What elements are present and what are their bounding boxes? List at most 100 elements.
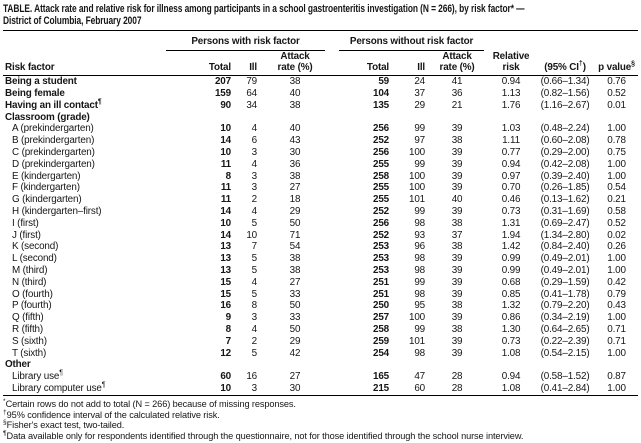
cell-ci: (0.49–2.01) bbox=[540, 265, 590, 277]
cell-p-value: 0.76 bbox=[607, 76, 626, 88]
col-header-rate-with: rate (%) bbox=[259, 62, 332, 77]
cell-p-value: 0.79 bbox=[607, 288, 626, 300]
cell-total-without: 258 bbox=[373, 324, 390, 336]
row-label: B (prekindergarten) bbox=[12, 135, 95, 147]
cell-ci: (0.64–2.65) bbox=[540, 324, 590, 336]
cell-ci: (0.60–2.08) bbox=[540, 135, 590, 147]
table-row: K (second) 13 7 54 253 96 38 1.42 (0.84–2.40) 0.2… bbox=[3, 241, 638, 253]
table-header: Persons with risk factor Persons without… bbox=[3, 35, 639, 77]
cell-p-value: 0.58 bbox=[607, 206, 626, 218]
cell-total-with: 13 bbox=[220, 241, 231, 253]
cell-ill-with: 16 bbox=[246, 371, 257, 383]
cell-attack-rate-without: 39 bbox=[451, 170, 463, 182]
cell-attack-rate-without: 38 bbox=[451, 135, 463, 147]
cell-total-without: 259 bbox=[373, 335, 390, 347]
cell-ci: (0.42–2.08) bbox=[540, 158, 590, 170]
table-row: J (first) 14 10 71 252 93 37 1.94 (1.34–2.80) 0.0… bbox=[3, 230, 638, 242]
cell-attack-rate-with: 50 bbox=[289, 324, 301, 336]
cell-ci: (0.39–2.40) bbox=[540, 170, 590, 182]
header-spacer bbox=[163, 51, 233, 62]
cell-ill-with: 5 bbox=[251, 265, 257, 277]
cell-ci: (0.26–1.85) bbox=[540, 182, 590, 194]
cell-relative-risk: 0.97 bbox=[501, 170, 521, 182]
cell-total-with: 13 bbox=[220, 253, 231, 265]
cell-attack-rate-with: 29 bbox=[289, 335, 301, 347]
cell-ci: (0.13–1.62) bbox=[540, 194, 590, 206]
cell-relative-risk: 0.99 bbox=[501, 253, 521, 265]
cell-relative-risk: 1.32 bbox=[501, 300, 521, 312]
cell-ill-with: 2 bbox=[251, 335, 257, 347]
row-label: Being a student bbox=[5, 76, 77, 88]
row-label: Having an ill contact¶ bbox=[5, 98, 102, 111]
cell-attack-rate-with: 38 bbox=[289, 253, 301, 265]
relative-label: Relative bbox=[492, 50, 530, 62]
header-group-row: Persons with risk factor Persons without… bbox=[3, 35, 638, 51]
col-header-p-value: p value§ bbox=[595, 61, 639, 77]
cell-ill-with: 5 bbox=[251, 253, 257, 265]
cell-ci: (0.58–1.52) bbox=[540, 371, 590, 383]
col-header-ill-without: Ill bbox=[391, 62, 428, 77]
cell-attack-rate-with: 18 bbox=[289, 194, 301, 206]
cell-attack-rate-with: 50 bbox=[289, 217, 301, 229]
cell-ill-without: 98 bbox=[414, 217, 426, 229]
cell-ill-without: 100 bbox=[409, 182, 426, 194]
cell-total-without: 215 bbox=[373, 383, 390, 395]
cell-total-with: 60 bbox=[220, 371, 231, 383]
cell-total-without: 252 bbox=[373, 206, 390, 218]
header-spacer bbox=[331, 51, 391, 62]
cell-total-with: 90 bbox=[220, 99, 231, 111]
cell-p-value: 1.00 bbox=[607, 123, 626, 135]
p-value-label: p value bbox=[598, 62, 632, 73]
cell-ill-with: 7 bbox=[251, 241, 257, 253]
cell-total-with: 10 bbox=[220, 383, 231, 395]
table-title: TABLE. Attack rate and relative risk for… bbox=[3, 3, 525, 28]
cell-attack-rate-with: 33 bbox=[289, 312, 301, 324]
footnote: ¶Data available only for respondents ide… bbox=[3, 430, 524, 442]
cell-ci: (0.41–2.84) bbox=[540, 383, 590, 395]
cell-total-with: 11 bbox=[220, 182, 231, 194]
cell-relative-risk: 0.46 bbox=[501, 194, 521, 206]
row-label: R (fifth) bbox=[12, 324, 44, 336]
ci-label-close: ) bbox=[582, 62, 586, 73]
cell-p-value: 1.00 bbox=[607, 253, 626, 265]
row-label: S (sixth) bbox=[12, 335, 47, 347]
cell-ill-with: 3 bbox=[251, 312, 257, 324]
table-row: L (second) 13 5 38 253 98 39 0.99 (0.49–2.01) 1.0… bbox=[3, 253, 638, 265]
cell-p-value: 0.26 bbox=[607, 241, 626, 253]
cell-ci: (0.79–2.20) bbox=[540, 300, 590, 312]
cell-ill-with: 3 bbox=[251, 383, 257, 395]
cell-ill-with: 34 bbox=[246, 99, 257, 111]
cell-total-with: 159 bbox=[214, 88, 231, 100]
cell-relative-risk: 0.77 bbox=[501, 147, 521, 159]
cell-p-value: 0.02 bbox=[607, 229, 626, 241]
cell-total-without: 254 bbox=[373, 347, 390, 359]
group-header-without: Persons without risk factor bbox=[331, 35, 487, 51]
cell-attack-rate-with: 30 bbox=[289, 383, 301, 395]
cell-total-with: 11 bbox=[220, 158, 231, 170]
cell-ill-without: 96 bbox=[414, 241, 426, 253]
cell-ci: (0.48–2.24) bbox=[540, 123, 590, 135]
cell-ill-without: 99 bbox=[414, 123, 426, 135]
footnote-marker: ¶ bbox=[97, 98, 102, 106]
table-row: N (third) 15 4 27 251 99 39 0.68 (0.29–1.59) 0.42 bbox=[3, 277, 638, 289]
cell-p-value: 0.54 bbox=[607, 182, 626, 194]
cell-total-with: 13 bbox=[220, 265, 231, 277]
cell-attack-rate-with: 38 bbox=[289, 99, 301, 111]
cell-total-without: 104 bbox=[373, 88, 390, 100]
cell-ill-without: 101 bbox=[409, 335, 426, 347]
cell-attack-rate-without: 40 bbox=[451, 194, 463, 206]
row-label: H (kindergarten–first) bbox=[12, 206, 102, 218]
attack-label-without: Attack bbox=[442, 50, 472, 62]
ci-label: (95% CI bbox=[544, 62, 579, 73]
table-row: I (first) 10 5 50 256 98 38 1.31 (0.69–2.47) 0.52 bbox=[3, 218, 638, 230]
cell-total-without: 252 bbox=[373, 135, 390, 147]
table-row: Library computer use¶ 10 3 30 215 60 28 1.08 (0.… bbox=[3, 382, 638, 395]
cell-attack-rate-with: 27 bbox=[289, 276, 301, 288]
cell-relative-risk: 0.70 bbox=[501, 182, 521, 194]
cell-relative-risk: 0.68 bbox=[501, 276, 521, 288]
footnotes: *Certain rows do not add to total (N = 2… bbox=[3, 398, 638, 442]
cell-ill-without: 99 bbox=[414, 158, 426, 170]
cell-attack-rate-without: 28 bbox=[451, 371, 463, 383]
cell-p-value: 0.71 bbox=[607, 335, 626, 347]
